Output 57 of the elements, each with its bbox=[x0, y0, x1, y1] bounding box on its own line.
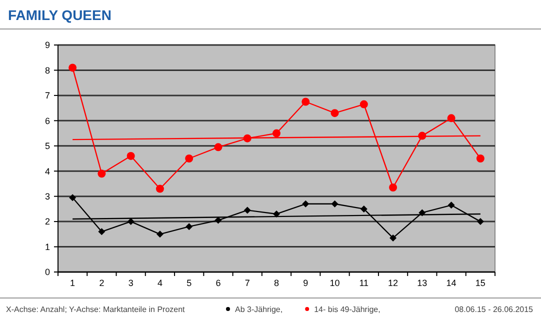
x-tick-label: 10 bbox=[330, 278, 340, 288]
point bbox=[331, 200, 338, 208]
point bbox=[244, 206, 251, 214]
point bbox=[448, 202, 455, 209]
y-tick-label: 6 bbox=[44, 116, 50, 126]
point bbox=[360, 100, 368, 108]
y-tick-label: 5 bbox=[44, 141, 50, 152]
text: X-Achse: Anzahl; Y-Achse: Marktanteile in Prozent bbox=[6, 305, 186, 314]
x-tick-label: 11 bbox=[359, 278, 369, 288]
point bbox=[98, 170, 106, 178]
point bbox=[390, 234, 397, 242]
y-tick-label: 1 bbox=[44, 242, 50, 252]
point bbox=[476, 218, 484, 226]
x-tick-label: 6 bbox=[216, 278, 221, 288]
point bbox=[273, 210, 280, 218]
point bbox=[302, 98, 310, 106]
y-tick-label: 0 bbox=[44, 267, 50, 278]
x-tick-label: 8 bbox=[274, 278, 280, 288]
x-tick-label: 15 bbox=[475, 278, 486, 288]
x-tick-label: 2 bbox=[99, 278, 104, 288]
point bbox=[127, 218, 134, 226]
y-tick-label: 9 bbox=[44, 40, 50, 50]
point bbox=[447, 114, 456, 122]
x-tick-label: 9 bbox=[303, 278, 308, 288]
x-tick-label: 1 bbox=[70, 278, 76, 288]
x-tick-label: 5 bbox=[186, 278, 192, 288]
point bbox=[330, 109, 339, 118]
y-tick-label: 8 bbox=[44, 65, 50, 76]
point bbox=[98, 228, 106, 236]
point bbox=[360, 205, 368, 212]
legend-label: Ab 3-Jährige, bbox=[235, 305, 283, 314]
point bbox=[186, 223, 193, 230]
x-tick-label: 14 bbox=[446, 278, 456, 288]
point bbox=[126, 152, 135, 160]
point bbox=[272, 129, 280, 138]
y-tick-label: 3 bbox=[44, 191, 50, 202]
point bbox=[214, 216, 222, 224]
chart-title: FAMILY QUEEN bbox=[8, 7, 112, 23]
x-tick-label: 7 bbox=[244, 278, 250, 288]
x-tick-label: 4 bbox=[157, 278, 162, 288]
point bbox=[214, 143, 222, 152]
point bbox=[302, 200, 310, 208]
y-tick-label: 4 bbox=[44, 166, 50, 176]
point bbox=[156, 184, 164, 193]
text: 08.06.15 - 26.06.2015 bbox=[454, 305, 534, 314]
x-tick-label: 3 bbox=[128, 278, 134, 288]
legend-label: 14- bis 49-Jährige, bbox=[314, 305, 380, 314]
point bbox=[389, 184, 398, 192]
x-tick-label: 13 bbox=[417, 278, 428, 288]
y-tick-label: 2 bbox=[44, 216, 50, 227]
x-tick-label: 12 bbox=[388, 278, 398, 288]
point bbox=[68, 64, 77, 72]
point bbox=[185, 154, 194, 162]
point bbox=[156, 230, 164, 238]
point bbox=[476, 154, 484, 162]
point bbox=[69, 194, 76, 202]
y-tick-label: 7 bbox=[44, 90, 50, 101]
